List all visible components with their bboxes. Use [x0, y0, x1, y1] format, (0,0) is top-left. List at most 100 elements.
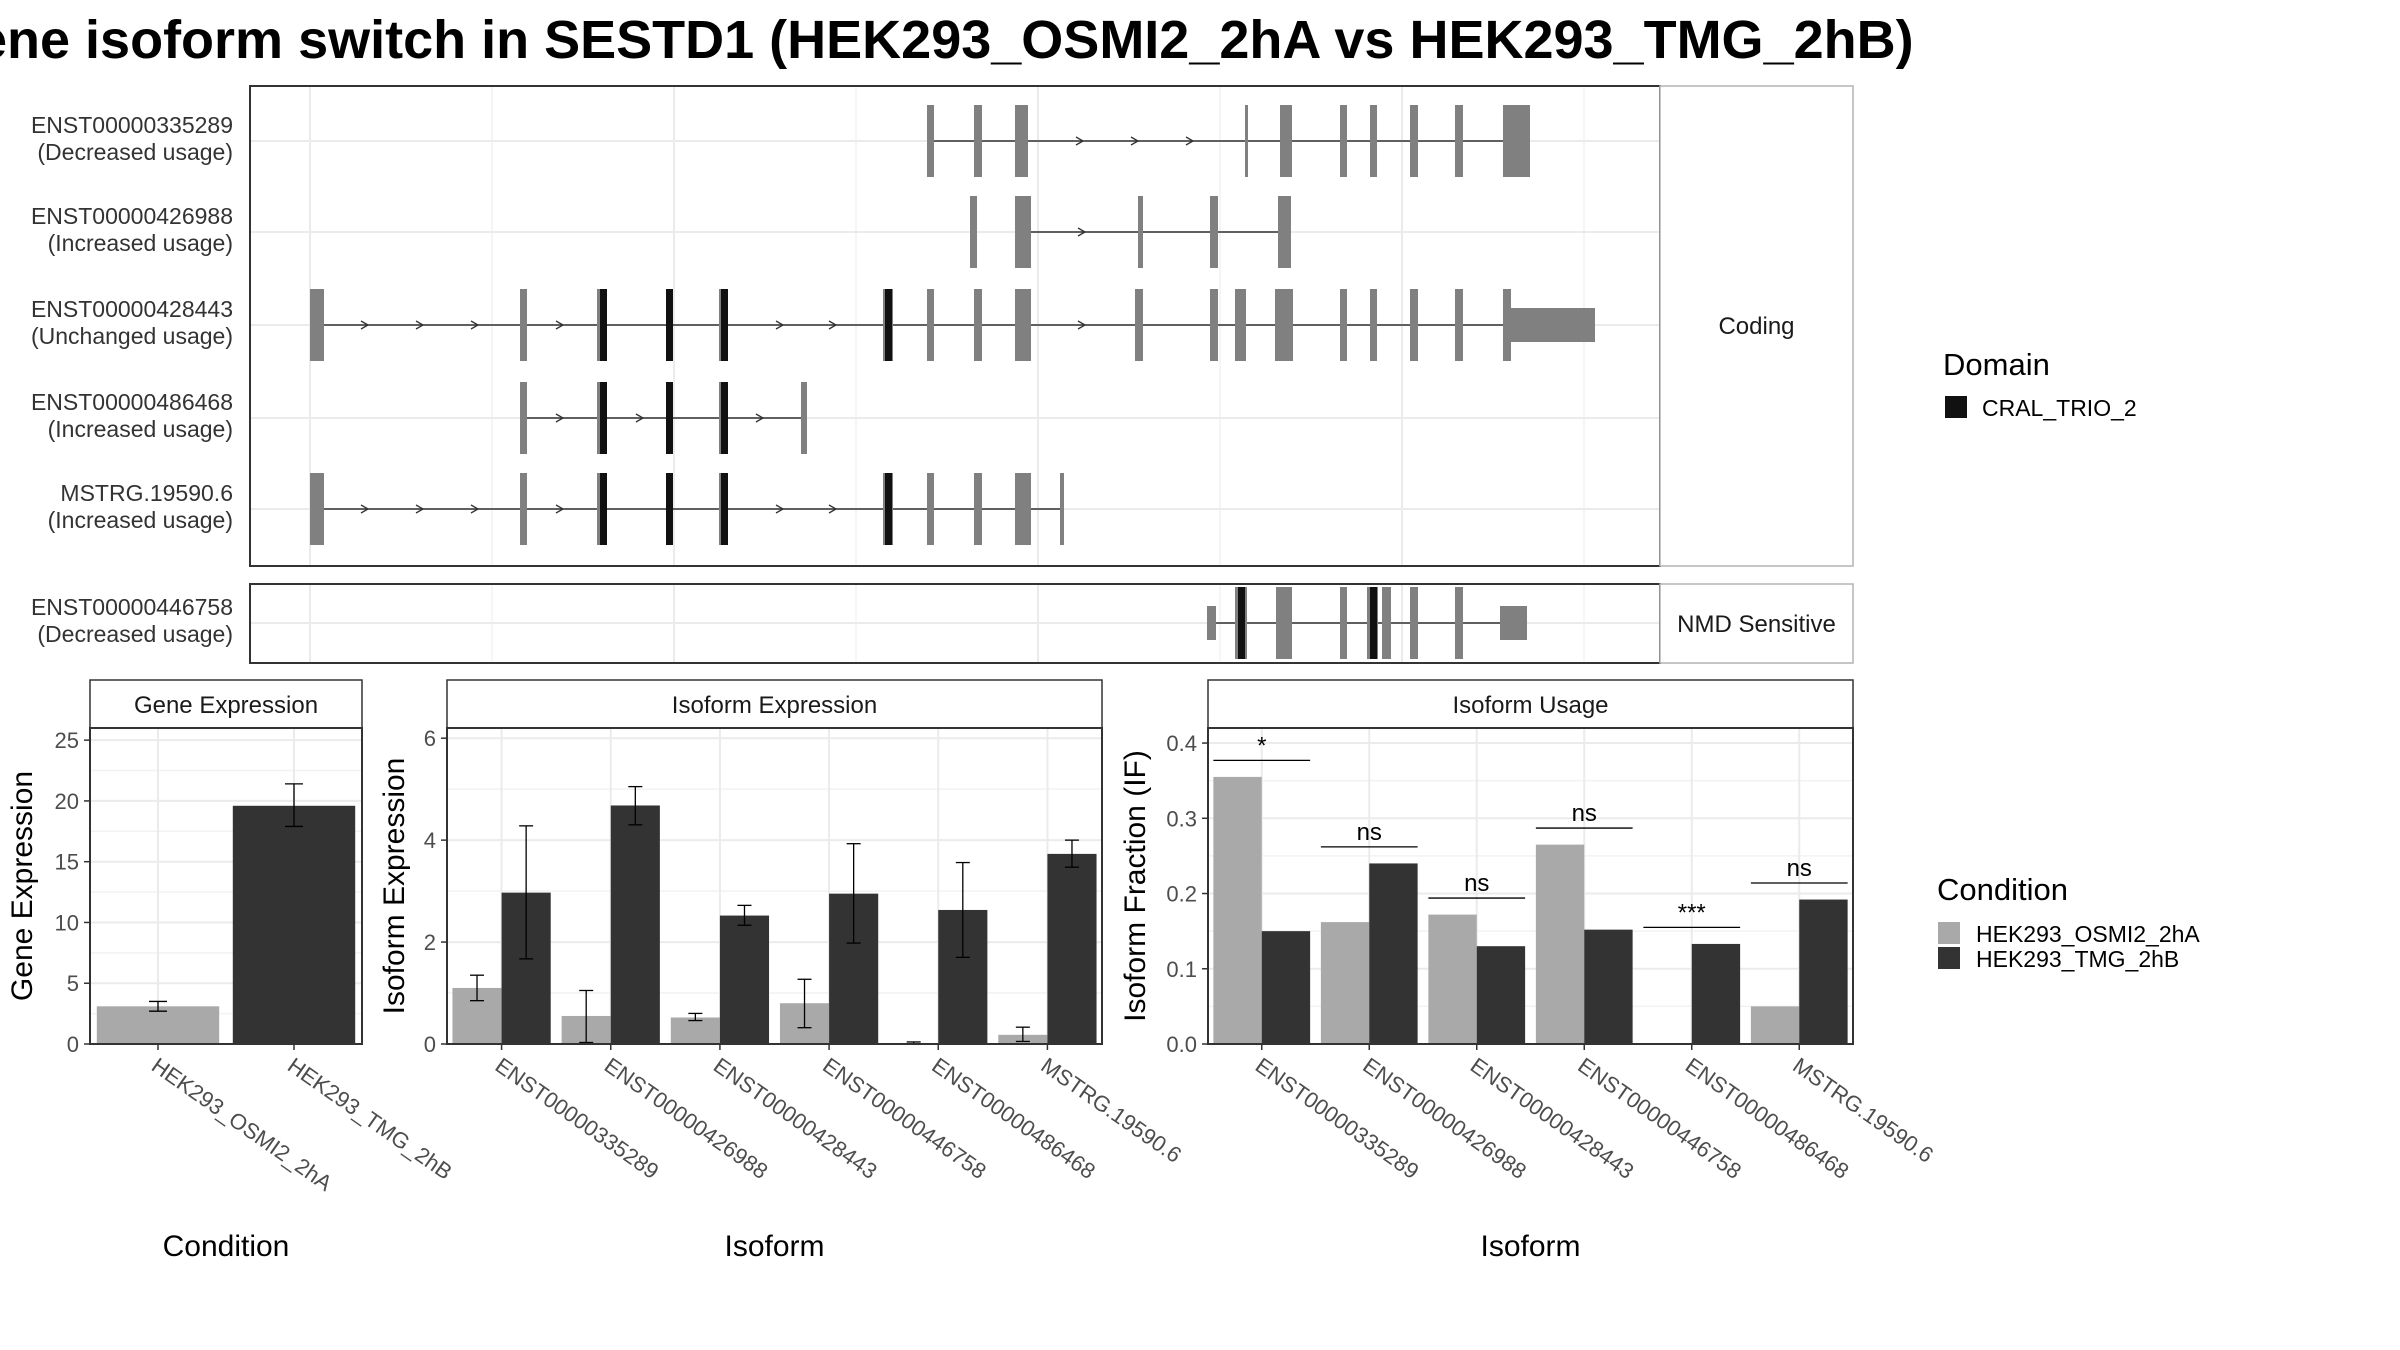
strand-arrow — [1130, 136, 1140, 146]
transcript-structure-panel: ENST00000335289(Decreased usage) ENST0000… — [31, 85, 1854, 664]
exon — [1382, 587, 1391, 659]
strand-arrow — [415, 504, 425, 514]
strand-arrow — [775, 504, 785, 514]
domain-region — [885, 289, 892, 361]
panel-title: Gene Expression — [134, 692, 318, 719]
y-tick-label: 0 — [67, 1032, 79, 1057]
bar — [1476, 946, 1526, 1044]
transcript-track: ENST00000428443(Unchanged usage) — [31, 289, 1595, 361]
y-tick-label: 25 — [55, 728, 79, 753]
error-bar — [1064, 839, 1079, 868]
strand-arrow — [775, 320, 785, 330]
bar — [1369, 863, 1418, 1044]
bar — [610, 805, 660, 1044]
strand-arrow — [1075, 136, 1085, 146]
y-tick-label: 15 — [55, 850, 79, 875]
y-tick-label: 6 — [424, 726, 436, 751]
isoform-id-label: ENST00000426988 — [31, 203, 233, 229]
exon — [927, 289, 934, 361]
exon — [1455, 587, 1463, 659]
plot-area — [447, 728, 1102, 1044]
domain-region — [721, 382, 728, 454]
transcript-track: ENST00000446758(Decreased usage) — [31, 587, 1527, 659]
domain-region — [721, 473, 728, 545]
exon — [974, 105, 982, 177]
exon — [520, 289, 527, 361]
y-axis-title: Isoform Expression — [378, 758, 411, 1015]
bar — [1799, 899, 1848, 1044]
error-bar — [628, 785, 643, 826]
exon — [1135, 289, 1143, 361]
exon — [1410, 105, 1418, 177]
y-tick-label: 2 — [424, 930, 436, 955]
exon — [1015, 196, 1020, 268]
y-tick-label: 0.2 — [1166, 882, 1197, 907]
exon — [1503, 105, 1511, 177]
bar — [1535, 844, 1585, 1044]
bar — [96, 1006, 220, 1044]
condition-legend-item-a: HEK293_OSMI2_2hA — [1976, 921, 2200, 947]
significance-label: *** — [1678, 899, 1706, 926]
exon — [927, 105, 934, 177]
isoform-usage-label: (Unchanged usage) — [31, 323, 233, 349]
plot-border — [1207, 727, 1854, 1045]
exon — [1285, 196, 1291, 268]
exon — [1015, 289, 1031, 361]
significance-label: ns — [1572, 800, 1597, 827]
strand-arrow — [555, 413, 565, 423]
x-axis-title: Isoform — [724, 1230, 824, 1263]
error-bar — [285, 783, 303, 828]
strand-arrow — [1077, 227, 1087, 237]
y-tick-label: 10 — [55, 910, 79, 935]
isoform-usage-label: (Increased usage) — [48, 507, 233, 533]
exon — [520, 473, 527, 545]
domain-legend-swatch — [1945, 396, 1967, 418]
significance-label: ns — [1787, 855, 1812, 882]
transcript-track: ENST00000426988(Increased usage) — [31, 196, 1291, 268]
bar — [1691, 943, 1741, 1044]
strand-arrow — [555, 504, 565, 514]
exon — [1340, 105, 1347, 177]
exon — [1275, 289, 1293, 361]
bar — [719, 915, 770, 1044]
y-tick-label: 0.4 — [1166, 731, 1197, 756]
y-tick-label: 0.3 — [1166, 806, 1197, 831]
transcript-track: ENST00000335289(Decreased usage) — [31, 105, 1530, 177]
condition-legend-title: Condition — [1937, 872, 2068, 907]
significance-annotation: ns — [1535, 800, 1633, 829]
exon — [801, 382, 807, 454]
exon — [1511, 308, 1595, 342]
condition-legend-item-b: HEK293_TMG_2hB — [1976, 946, 2179, 972]
chart-panel: Isoform Usage * ns ns ns *** ns 0.0 0.1 0.2 0.3 0.4… — [1119, 679, 1938, 1263]
error-bar — [955, 861, 970, 959]
domain-legend-item: CRAL_TRIO_2 — [1982, 395, 2137, 421]
error-bar — [149, 1000, 167, 1012]
x-axis-title: Condition — [163, 1230, 290, 1263]
exon — [1278, 196, 1285, 268]
isoform-id-label: ENST00000446758 — [31, 594, 233, 620]
isoform-usage-label: (Increased usage) — [48, 416, 233, 442]
exon — [1207, 606, 1216, 640]
strand-arrow — [360, 504, 370, 514]
exon — [970, 196, 977, 268]
strand-arrow — [415, 320, 425, 330]
isoform-usage-label: (Decreased usage) — [37, 139, 233, 165]
strand-arrow — [828, 320, 838, 330]
exon — [1410, 587, 1418, 659]
condition-legend: Condition HEK293_OSMI2_2hA HEK293_TMG_2h… — [1937, 872, 2200, 972]
transcript-track: MSTRG.19590.6(Increased usage) — [48, 473, 1064, 545]
panel-strip — [1207, 679, 1854, 729]
exon — [310, 289, 324, 361]
strand-arrow — [555, 320, 565, 330]
significance-annotation: * — [1213, 732, 1311, 762]
bar — [1428, 914, 1477, 1044]
y-tick-label: 0.1 — [1166, 957, 1197, 982]
strand-arrow — [755, 413, 765, 423]
exon — [1015, 105, 1028, 177]
x-axis-title: Isoform — [1480, 1230, 1580, 1263]
exon — [1500, 606, 1527, 640]
domain-region — [600, 473, 607, 545]
domain-region — [885, 473, 892, 545]
domain-legend-title: Domain — [1943, 347, 2050, 382]
domain-region — [666, 382, 673, 454]
